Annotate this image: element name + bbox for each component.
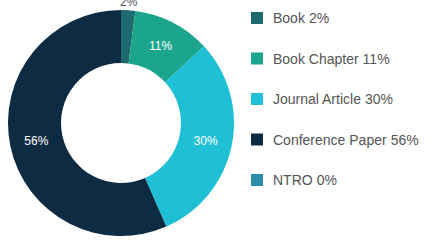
data-label: 30% (194, 134, 218, 148)
legend: Book2% Book Chapter11% Journal Article30% C… (251, 10, 419, 188)
legend-swatch (251, 53, 263, 65)
legend-value: 0% (317, 172, 337, 188)
legend-label: Conference Paper (273, 132, 387, 148)
slice (121, 10, 122, 63)
data-label: 11% (149, 39, 172, 53)
legend-entry: NTRO0% (273, 172, 337, 188)
slice (145, 46, 234, 226)
legend-swatch (251, 93, 263, 105)
chart: 2%11%30%56%Book2%Book Chapter11%Journal … (0, 0, 443, 246)
legend-label: NTRO (273, 172, 313, 188)
legend-entry: Book2% (273, 10, 329, 26)
legend-label: Book Chapter (273, 51, 359, 67)
slice (8, 10, 166, 236)
legend-entry: Book Chapter11% (273, 51, 390, 67)
legend-swatch (251, 174, 263, 186)
legend-value: 30% (365, 91, 393, 107)
legend-value: 2% (309, 10, 329, 26)
legend-label: Journal Article (273, 91, 361, 107)
legend-swatch (251, 12, 263, 24)
legend-swatch (251, 134, 263, 146)
legend-value: 56% (391, 132, 419, 148)
data-label: 56% (24, 134, 48, 148)
legend-label: Book (273, 10, 306, 26)
data-labels: 2% 11% 30% 56% (24, 0, 218, 148)
data-label: 2% (120, 0, 138, 9)
donut (8, 10, 234, 236)
legend-entry: Conference Paper56% (273, 132, 419, 148)
legend-value: 11% (363, 51, 390, 67)
legend-entry: Journal Article30% (273, 91, 393, 107)
